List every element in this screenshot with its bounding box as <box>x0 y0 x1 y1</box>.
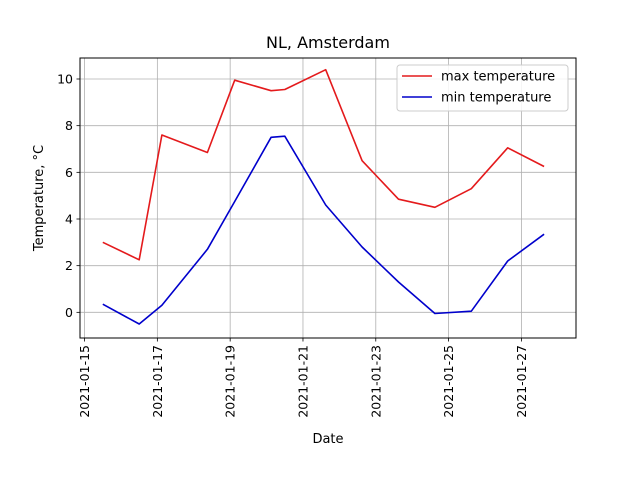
y-axis-label: Temperature, °C <box>32 145 47 252</box>
legend-label: max temperature <box>441 70 555 85</box>
y-tick-label: 0 <box>65 305 73 320</box>
series-lines <box>102 68 545 325</box>
x-tick-label: 2021-01-19 <box>223 345 238 418</box>
x-tick-label: 2021-01-15 <box>77 345 92 418</box>
legend-label: min temperature <box>441 91 551 106</box>
legend: max temperature min temperature <box>396 64 569 112</box>
y-tick-label: 4 <box>65 212 73 227</box>
x-tick-label: 2021-01-21 <box>295 345 310 418</box>
y-tick-label: 6 <box>65 165 73 180</box>
y-tick-label: 10 <box>57 72 73 87</box>
y-tick-label: 2 <box>65 258 73 273</box>
grid <box>80 58 576 338</box>
x-tick-label: 2021-01-27 <box>514 345 529 418</box>
axis-ticks: 0 2 4 6 8 10 2021-01-15 2021-01-17 2021-01-19 202… <box>57 72 529 418</box>
plot-frame <box>79 57 577 339</box>
x-tick-label: 2021-01-25 <box>441 345 456 418</box>
series-line-max <box>102 68 545 261</box>
x-tick-label: 2021-01-23 <box>368 345 383 418</box>
chart-title: NL, Amsterdam <box>266 33 390 52</box>
series-line-min <box>102 135 545 325</box>
x-axis-label: Date <box>312 432 343 447</box>
x-tick-label: 2021-01-17 <box>150 345 165 418</box>
legend-box <box>396 64 569 112</box>
y-tick-label: 8 <box>65 118 73 133</box>
